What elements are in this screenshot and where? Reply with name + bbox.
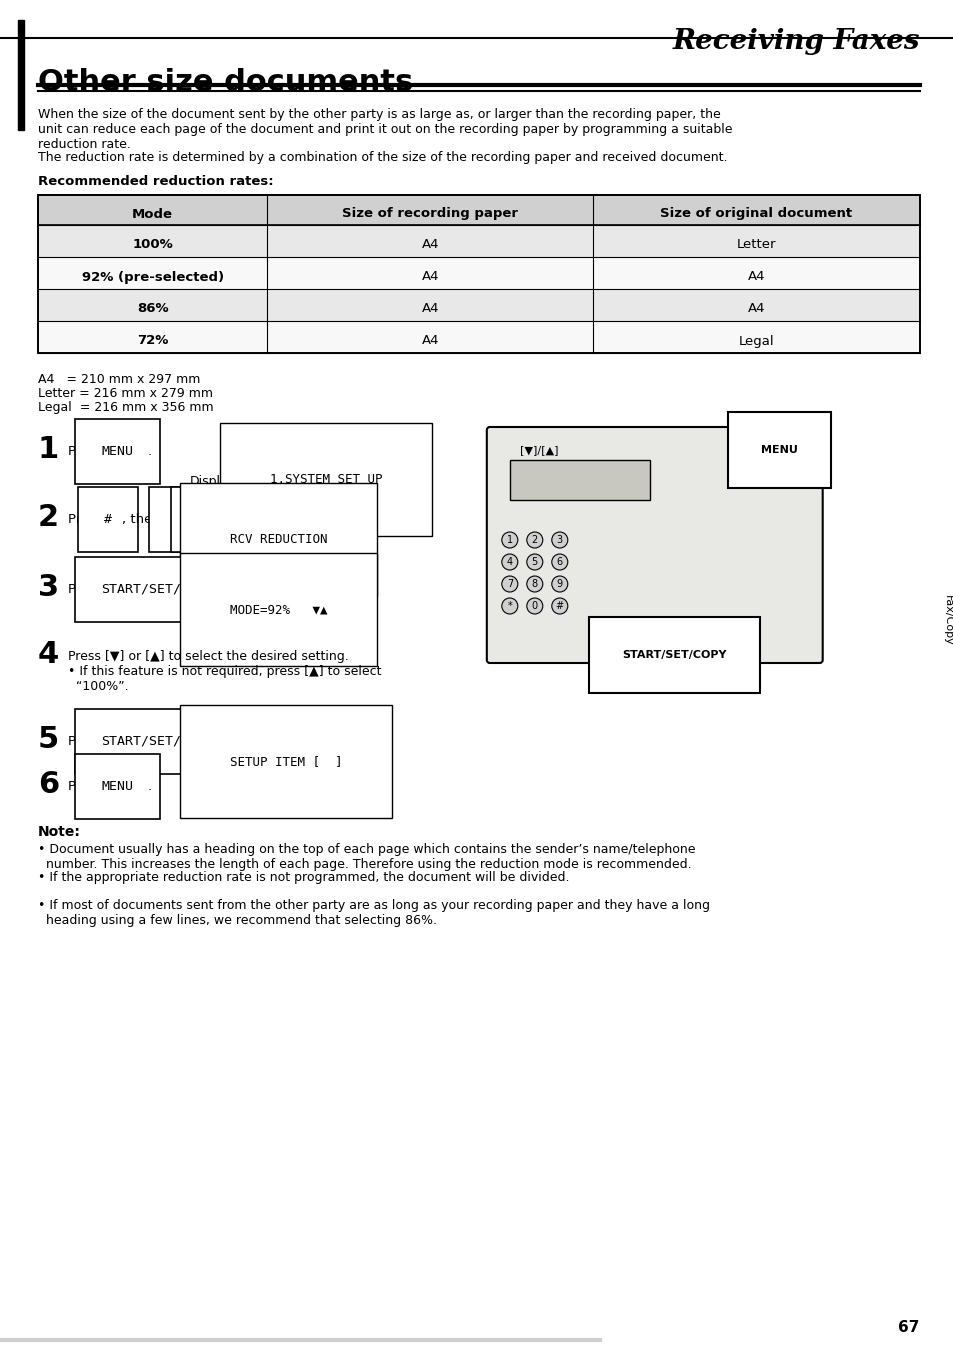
Text: #: # [556,602,563,611]
Text: 2: 2 [531,536,537,545]
Circle shape [501,598,517,614]
Text: START/SET/COPY: START/SET/COPY [622,650,726,660]
Text: .: . [222,735,226,747]
Text: Press: Press [68,513,107,526]
Text: Mode: Mode [132,208,172,220]
Text: [▼]/[▲]: [▼]/[▲] [519,445,558,455]
Text: START/SET/COPY: START/SET/COPY [101,583,213,596]
Text: Display:: Display: [190,475,239,488]
Text: 1: 1 [506,536,513,545]
Text: A4   = 210 mm x 297 mm: A4 = 210 mm x 297 mm [38,374,200,386]
Text: 86%: 86% [136,302,169,316]
Text: Size of original document: Size of original document [659,208,852,220]
Circle shape [551,576,567,592]
Text: Fax/Copy: Fax/Copy [942,595,952,645]
Text: 3: 3 [174,513,183,526]
Text: 6: 6 [557,557,562,567]
Bar [509,460,649,500]
Text: #: # [104,513,112,526]
Text: .: . [222,583,226,596]
Text: MENU: MENU [101,780,133,793]
Text: A4: A4 [421,335,438,348]
Text: A4: A4 [421,239,438,251]
Text: • Document usually has a heading on the top of each page which contains the send: • Document usually has a heading on the … [38,843,695,871]
Text: A4: A4 [747,302,764,316]
Text: • If the appropriate reduction rate is not programmed, the document will be divi: • If the appropriate reduction rate is n… [38,871,569,884]
Text: 3: 3 [38,573,59,602]
Text: 100%: 100% [132,239,172,251]
Circle shape [551,532,567,548]
Circle shape [551,554,567,571]
Text: Note:: Note: [38,826,81,839]
Text: Recommended reduction rates:: Recommended reduction rates: [38,175,274,188]
Text: 4: 4 [506,557,513,567]
Circle shape [501,576,517,592]
Circle shape [501,554,517,571]
Text: When the size of the document sent by the other party is as large as, or larger : When the size of the document sent by th… [38,108,732,151]
Text: START/SET/COPY: START/SET/COPY [101,735,213,747]
Circle shape [501,532,517,548]
Bar [38,196,919,353]
Bar [38,289,919,321]
Text: 5: 5 [38,724,59,754]
Text: Press: Press [68,780,107,793]
Text: , then: , then [122,513,165,526]
FancyBboxPatch shape [486,428,821,662]
Text: Legal  = 216 mm x 356 mm: Legal = 216 mm x 356 mm [38,401,213,414]
Text: MODE=92%   ▼▲: MODE=92% ▼▲ [230,603,327,616]
Text: MENU: MENU [101,445,133,459]
Text: 8: 8 [531,579,537,590]
Text: Press: Press [68,583,107,596]
Text: SETUP ITEM [  ]: SETUP ITEM [ ] [230,755,342,768]
Bar [38,258,919,289]
Bar [38,225,919,258]
Text: Other size documents: Other size documents [38,67,413,97]
Circle shape [551,598,567,614]
Text: 1.SYSTEM SET UP: 1.SYSTEM SET UP [270,473,382,486]
Text: 2: 2 [38,503,59,532]
Text: Letter = 216 mm x 279 mm: Letter = 216 mm x 279 mm [38,387,213,401]
Text: The reduction rate is determined by a combination of the size of the recording p: The reduction rate is determined by a co… [38,151,727,165]
Text: Press [▼] or [▲] to select the desired setting.
• If this feature is not require: Press [▼] or [▲] to select the desired s… [68,650,381,693]
Circle shape [526,554,542,571]
Text: 4: 4 [38,639,59,669]
Text: .: . [147,780,152,793]
Bar [38,196,919,225]
Text: A4: A4 [421,271,438,283]
Bar [38,196,919,353]
Text: 6: 6 [196,513,205,526]
Text: .: . [147,445,152,459]
Text: 0: 0 [531,602,537,611]
Text: Legal: Legal [738,335,774,348]
Text: RCV REDUCTION: RCV REDUCTION [230,533,327,546]
Circle shape [526,576,542,592]
Text: 72%: 72% [137,335,168,348]
Bar [18,20,24,130]
Text: A4: A4 [421,302,438,316]
Circle shape [526,532,542,548]
Text: *: * [507,602,512,611]
Text: Letter: Letter [736,239,776,251]
Text: 3: 3 [557,536,562,545]
Text: 7: 7 [506,579,513,590]
Text: 1: 1 [38,434,59,464]
Text: 6: 6 [38,770,59,799]
Text: 9: 9 [557,579,562,590]
Text: Receiving Faxes: Receiving Faxes [672,28,919,55]
Text: Press: Press [68,735,107,747]
Bar [38,321,919,353]
Text: MENU: MENU [760,445,798,455]
Text: Size of recording paper: Size of recording paper [342,208,517,220]
Text: 5: 5 [531,557,537,567]
Circle shape [526,598,542,614]
Text: • If most of documents sent from the other party are as long as your recording p: • If most of documents sent from the oth… [38,898,709,927]
Text: Press: Press [68,445,107,459]
Text: 92% (pre-selected): 92% (pre-selected) [81,271,223,283]
Text: 67: 67 [898,1321,919,1336]
Text: A4: A4 [747,271,764,283]
